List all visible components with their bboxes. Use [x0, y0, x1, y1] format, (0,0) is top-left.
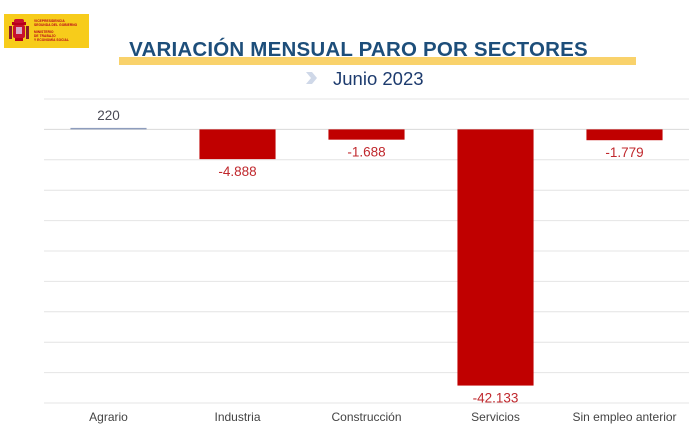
category-label: Construcción — [331, 410, 401, 424]
logo-text: VICEPRESIDENCIA SEGUNDA DEL GOBIERNO MIN… — [34, 19, 86, 42]
data-label: -1.688 — [347, 145, 385, 160]
logo-line: Y ECONOMÍA SOCIAL — [34, 38, 69, 42]
data-labels: 220 -4.888 -1.688 -42.133 -1.779 — [97, 108, 643, 406]
bar-industria — [199, 129, 276, 160]
data-label: -42.133 — [473, 391, 519, 406]
data-label: -1.779 — [605, 145, 643, 160]
bars — [70, 127, 663, 386]
bar-agrario — [70, 127, 147, 130]
chart-title-text: VARIACIÓN MENSUAL PARO POR SECTORES — [129, 38, 588, 61]
category-label: Servicios — [471, 410, 520, 424]
data-label: -4.888 — [218, 164, 256, 179]
logo-line: SEGUNDA DEL GOBIERNO — [34, 23, 78, 27]
logo-line: VICEPRESIDENCIA — [34, 19, 65, 23]
chevron-right-icon — [306, 72, 317, 84]
category-axis: Agrario Industria Construcción Servicios Sin… — [89, 410, 676, 424]
bar-servicios — [457, 129, 534, 386]
government-logo: VICEPRESIDENCIA SEGUNDA DEL GOBIERNO MIN… — [4, 14, 89, 48]
coat-of-arms-icon — [9, 19, 29, 41]
title-underline-band — [119, 57, 636, 65]
category-label: Industria — [214, 410, 260, 424]
gridlines — [44, 98, 689, 404]
category-label: Sin empleo anterior — [572, 410, 676, 424]
chart-title: VARIACIÓN MENSUAL PARO POR SECTORES — [0, 38, 689, 62]
chart-subtitle: Junio 2023 — [333, 68, 424, 89]
category-label: Agrario — [89, 410, 128, 424]
bar-sin-empleo-anterior — [586, 129, 663, 141]
bar-construcci-n — [328, 129, 405, 140]
logo-line: MINISTERIO — [34, 30, 54, 34]
data-label: 220 — [97, 108, 120, 123]
logo-line: DE TRABAJO — [34, 34, 56, 38]
bar-chart: 220 -4.888 -1.688 -42.133 -1.779 Agrario Indu… — [44, 98, 689, 424]
